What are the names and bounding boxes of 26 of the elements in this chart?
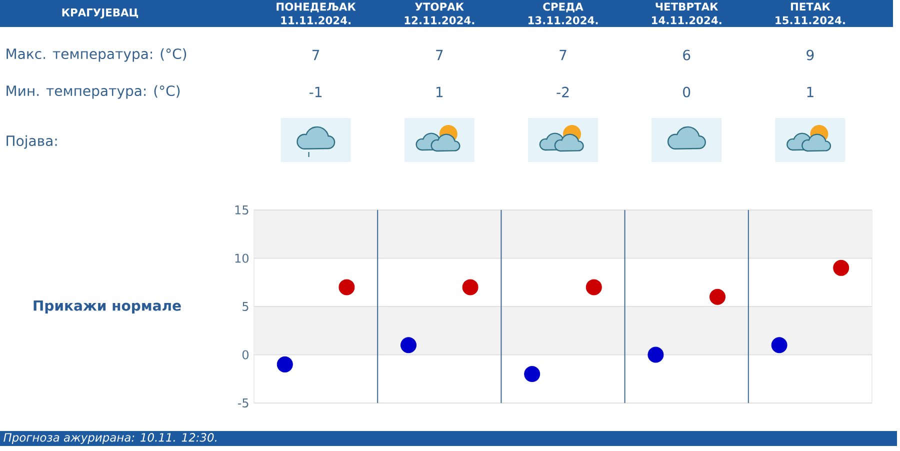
text: СРЕДА 13.11.2024. bbox=[528, 2, 598, 24]
text: Прогноза ажурирана: 10.11. 12:30. bbox=[4, 433, 216, 444]
data-label: -1 bbox=[310, 86, 322, 98]
data-label: 7 bbox=[312, 50, 320, 60]
text: ЧЕТВРТАК 14.11.2024. bbox=[652, 2, 722, 24]
y-tick-label: 10 bbox=[235, 254, 248, 263]
data-label: 0 bbox=[683, 86, 690, 98]
text: Мин. температура: (°C) bbox=[6, 85, 180, 99]
data-label: 1 bbox=[807, 86, 814, 98]
text: Појава: bbox=[6, 135, 57, 149]
data-label: 7 bbox=[436, 50, 443, 60]
text: КРАГУЈЕВАЦ bbox=[62, 8, 138, 18]
y-tick-label: 5 bbox=[242, 302, 248, 311]
y-tick-label: -5 bbox=[238, 398, 248, 408]
text: ПЕТАК 15.11.2024. bbox=[776, 2, 845, 24]
data-label: 6 bbox=[683, 50, 690, 60]
data-label: -2 bbox=[556, 86, 569, 98]
text: Макс. температура: (°C) bbox=[6, 48, 186, 62]
y-tick-label: 15 bbox=[235, 206, 248, 214]
data-label: 9 bbox=[806, 50, 814, 60]
data-label: 1 bbox=[436, 86, 443, 98]
y-tick-label: 0 bbox=[242, 350, 248, 360]
text: ПОНЕДЕЉАК 11.11.2024. bbox=[276, 2, 356, 24]
text: УТОРАК 12.11.2024. bbox=[404, 2, 474, 24]
data-label: 7 bbox=[560, 50, 566, 60]
text: Прикажи нормале bbox=[34, 300, 181, 314]
